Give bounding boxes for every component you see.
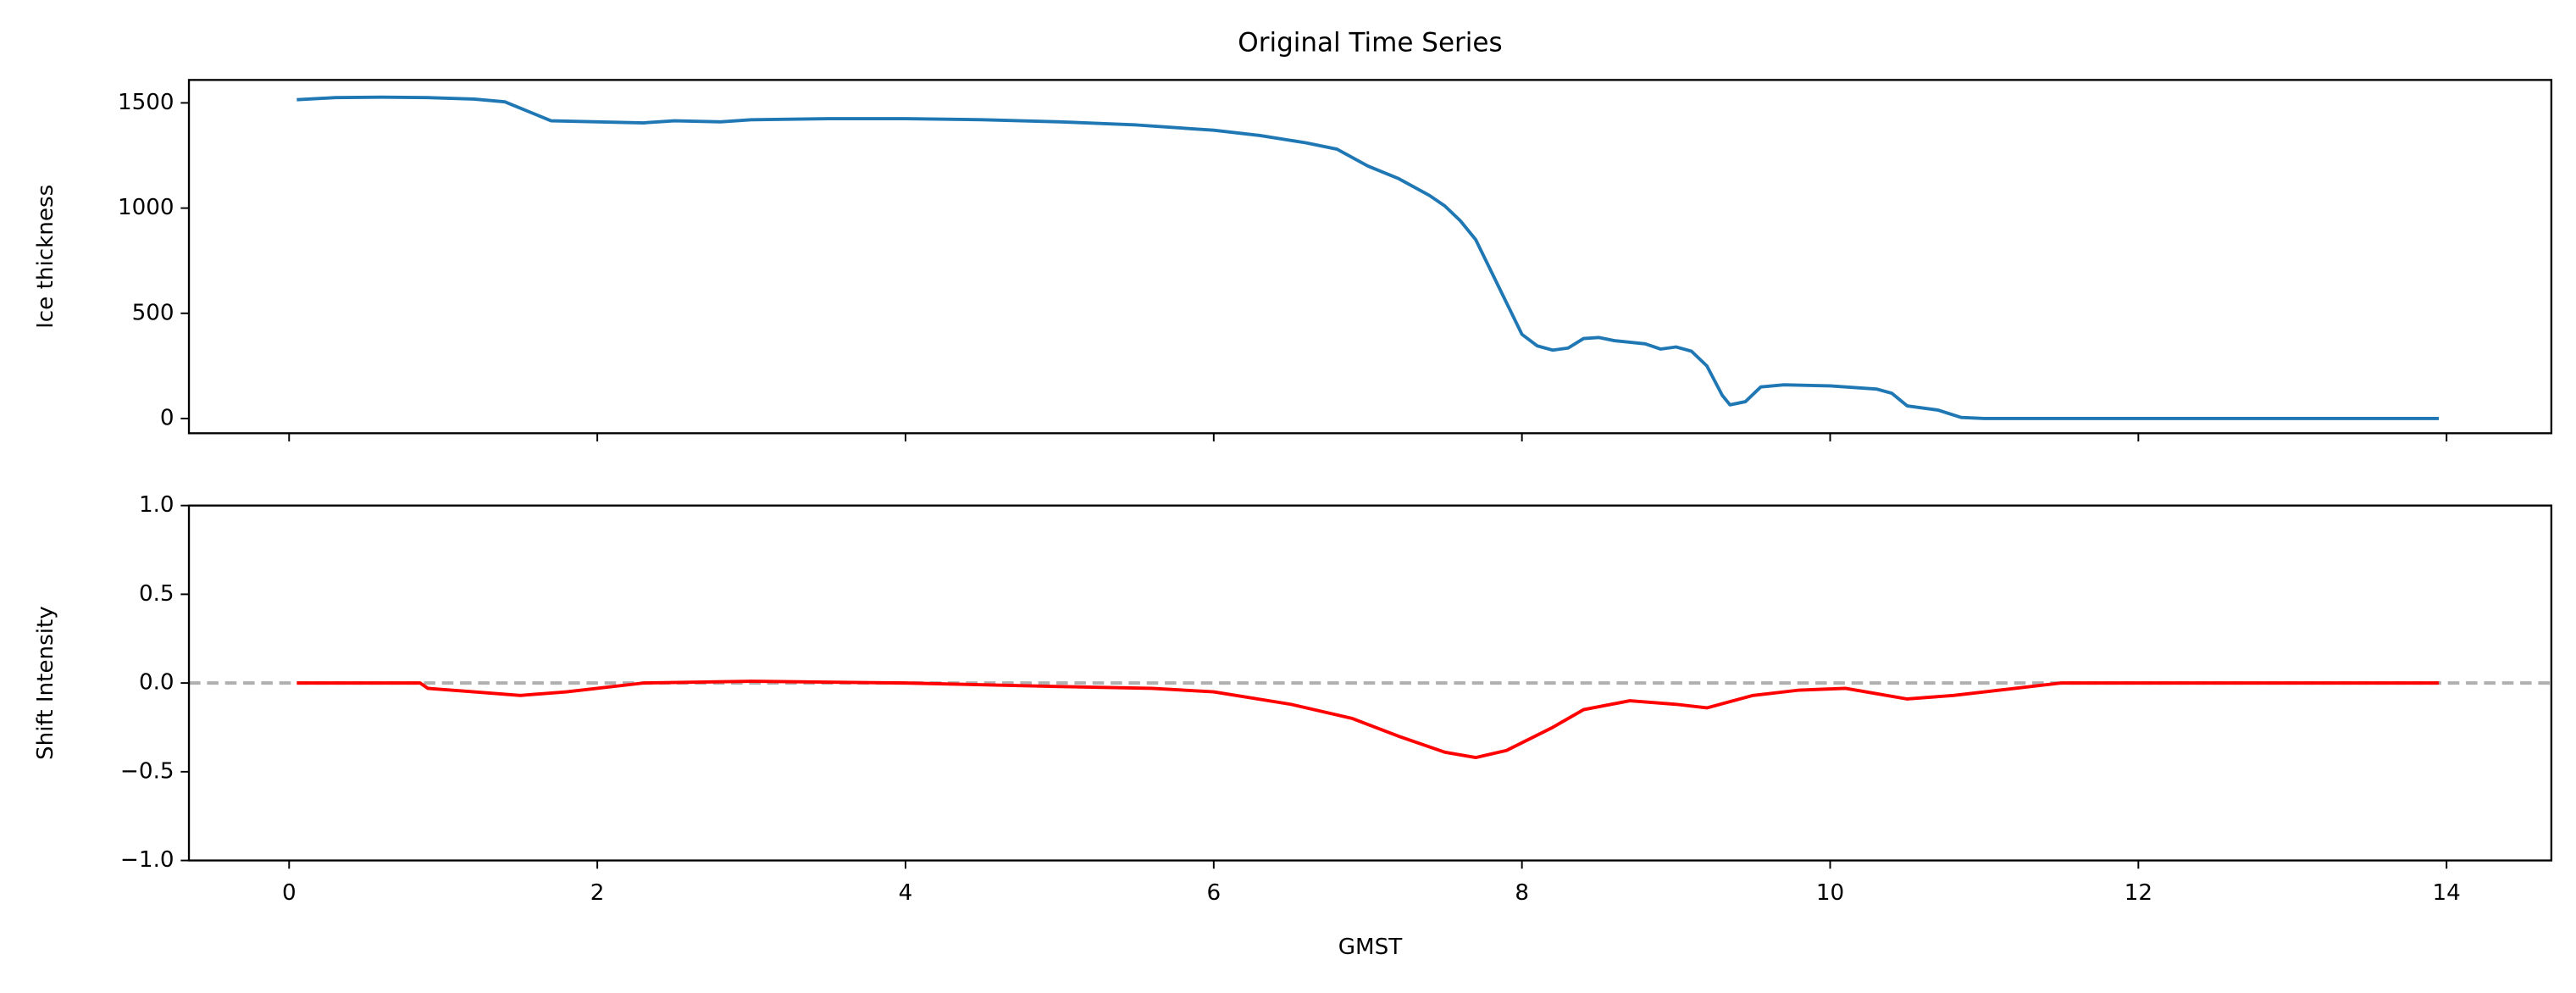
- y-tick-label: 0: [160, 405, 175, 430]
- data-line: [296, 95, 2440, 420]
- y-tick-label: 1000: [118, 195, 175, 220]
- y-tick-label: −0.5: [120, 758, 175, 784]
- axes-frame: [187, 79, 2553, 435]
- y-tick-label: 0.0: [139, 670, 175, 696]
- axes-frame: [187, 504, 2553, 862]
- x-tick-label: 8: [1515, 880, 1529, 906]
- x-tick-label: 4: [899, 880, 913, 906]
- x-tick-label: 14: [2433, 880, 2461, 906]
- y-tick-label: 500: [132, 300, 175, 325]
- data-line: [296, 680, 2440, 760]
- y-tick-label: 0.5: [139, 581, 175, 607]
- x-tick-label: 10: [1816, 880, 1844, 906]
- x-tick-label: 0: [282, 880, 296, 906]
- x-axis-label: GMST: [1338, 935, 1403, 960]
- chart-title: Original Time Series: [1238, 28, 1502, 58]
- x-tick-label: 12: [2125, 880, 2152, 906]
- y-tick-label: −1.0: [120, 847, 175, 873]
- y-tick-label: 1500: [118, 90, 175, 115]
- x-tick-label: 6: [1206, 880, 1221, 906]
- y-tick-label: 1.0: [139, 492, 175, 518]
- x-tick-label: 2: [590, 880, 605, 906]
- y-axis-label: Ice thickness: [33, 185, 58, 329]
- y-axis-label: Shift Intensity: [33, 606, 58, 760]
